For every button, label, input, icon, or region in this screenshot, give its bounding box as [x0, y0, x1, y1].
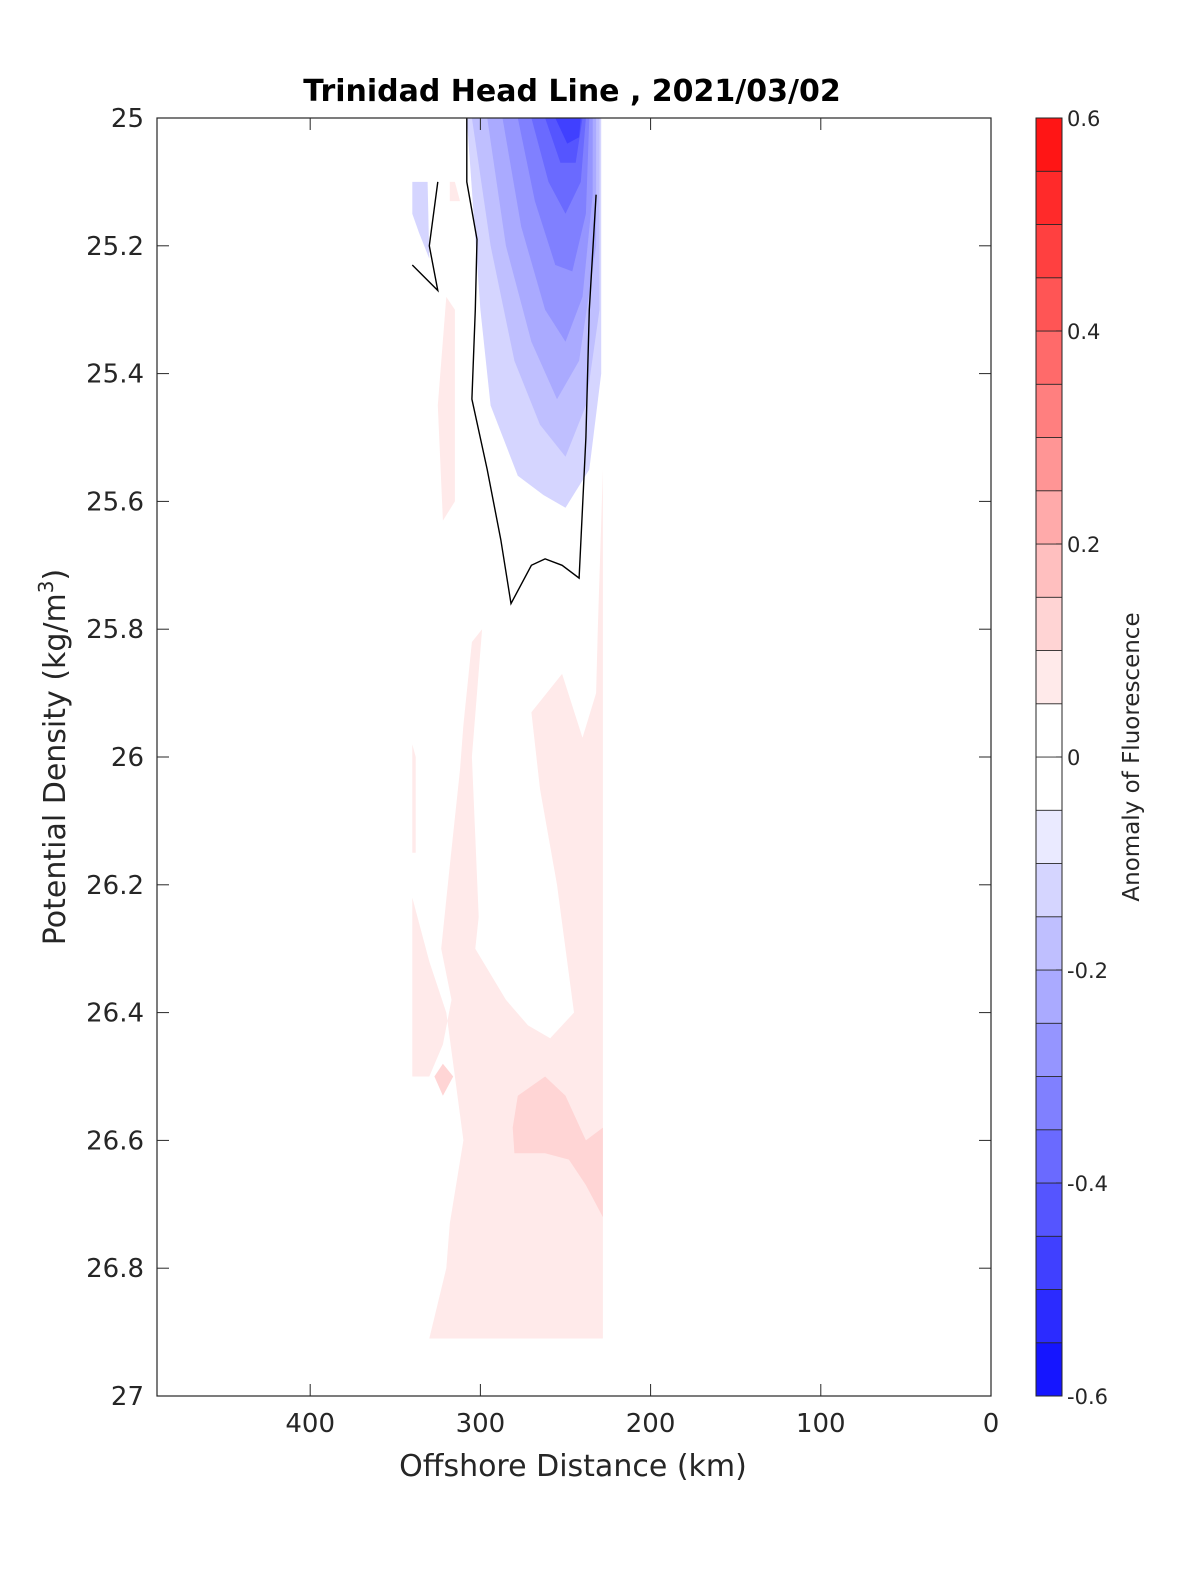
contour-region-12 — [412, 744, 416, 853]
y-tick-label: 26.4 — [86, 999, 144, 1029]
colorbar-segment — [1035, 383, 1063, 438]
contour-line-1 — [411, 181, 439, 293]
colorbar-segment — [1035, 330, 1063, 385]
y-tick-label: 25 — [111, 104, 144, 134]
colorbar-segment — [1035, 1342, 1063, 1397]
contour-line-layer — [411, 118, 597, 606]
colorbar-segment — [1035, 916, 1063, 971]
colorbar-tick-label: 0.6 — [1067, 107, 1100, 131]
colorbar-segment — [1035, 170, 1063, 225]
y-tick-label: 25.2 — [86, 232, 144, 262]
y-axis-label-suffix: ) — [38, 569, 73, 581]
contour-region-10 — [437, 296, 455, 521]
contour-fill-layer — [412, 118, 603, 1339]
colorbar-tick-label: -0.6 — [1067, 1385, 1108, 1409]
colorbar-segment — [1035, 543, 1063, 598]
y-axis-label-superscript: 3 — [34, 580, 58, 593]
x-tick-label: 200 — [626, 1409, 676, 1439]
colorbar-tick-label: 0.2 — [1067, 533, 1100, 557]
colorbar-tick-label: -0.2 — [1067, 959, 1108, 983]
y-tick-label: 26.8 — [86, 1254, 144, 1284]
contour-region-13 — [434, 1063, 454, 1096]
contour-region-9 — [449, 181, 460, 202]
y-tick-label: 26.2 — [86, 871, 144, 901]
colorbar-segment — [1035, 863, 1063, 918]
y-axis-label-text: Potential Density (kg/m — [38, 593, 73, 945]
colorbar-tick-label: -0.4 — [1067, 1172, 1108, 1196]
colorbar-segment — [1035, 117, 1063, 172]
colorbar-tick-label: 0.4 — [1067, 320, 1100, 344]
colorbar-label: Anomaly of Fluorescence — [1119, 612, 1145, 901]
colorbar-segment — [1035, 596, 1063, 651]
y-tick-label: 25.4 — [86, 360, 144, 390]
colorbar-segment — [1035, 1235, 1063, 1290]
y-tick-label: 27 — [111, 1382, 144, 1412]
colorbar-segment — [1035, 277, 1063, 332]
contour-region-8 — [412, 181, 430, 259]
colorbar-segment — [1035, 809, 1063, 864]
x-axis: 400 300 200 100 0 — [285, 118, 999, 1439]
y-axis: 25 25.2 25.4 25.6 25.8 26 26.2 26.4 26.6 26.8 27 — [86, 104, 991, 1412]
contour-region-7 — [555, 118, 581, 144]
colorbar-segment — [1035, 1076, 1063, 1131]
colorbar-segment — [1035, 650, 1063, 705]
y-tick-label: 26 — [111, 743, 144, 773]
y-tick-label: 26.6 — [86, 1126, 144, 1156]
x-tick-label: 300 — [456, 1409, 506, 1439]
x-tick-label: 0 — [983, 1409, 1000, 1439]
contour-region-14 — [512, 1076, 603, 1218]
colorbar-segment — [1035, 969, 1063, 1024]
contour-line-0 — [466, 118, 597, 606]
y-tick-label: 25.6 — [86, 487, 144, 517]
colorbar-segment — [1035, 490, 1063, 545]
colorbar-tick-label: 0 — [1067, 746, 1080, 770]
y-tick-label: 25.8 — [86, 615, 144, 645]
colorbar-segment — [1035, 756, 1063, 811]
chart-title: Trinidad Head Line , 2021/03/02 — [303, 74, 840, 109]
colorbar-segment — [1035, 1129, 1063, 1184]
x-tick-label: 400 — [285, 1409, 335, 1439]
colorbar-segment — [1035, 1022, 1063, 1077]
colorbar-segment — [1035, 224, 1063, 279]
colorbar-segment — [1035, 1182, 1063, 1237]
y-axis-label: Potential Density (kg/m3) — [34, 569, 73, 945]
colorbar — [1035, 117, 1063, 1397]
colorbar-segment — [1035, 703, 1063, 758]
colorbar-axis: -0.6 -0.4 -0.2 0 0.2 0.4 0.6 — [1056, 107, 1108, 1409]
colorbar-segment — [1035, 1289, 1063, 1344]
x-axis-label: Offshore Distance (km) — [399, 1449, 747, 1484]
colorbar-segment — [1035, 437, 1063, 492]
x-tick-label: 100 — [796, 1409, 846, 1439]
